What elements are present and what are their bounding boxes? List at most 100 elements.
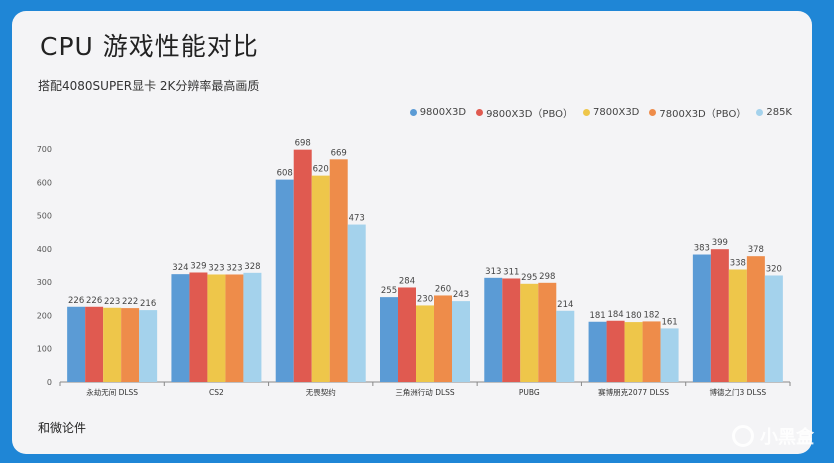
watermark-text: 小黑盒: [760, 427, 814, 448]
data-label: 323: [226, 263, 242, 273]
y-tick-label: 600: [37, 178, 52, 187]
x-tick-label: PUBG: [519, 388, 540, 397]
legend-swatch: [583, 109, 591, 116]
data-label: 298: [539, 272, 555, 282]
bar: [484, 277, 503, 382]
data-label: 669: [331, 148, 347, 158]
bar: [347, 224, 366, 382]
bar: [728, 269, 747, 382]
bar: [764, 275, 783, 382]
x-tick-label: 无畏契约: [306, 387, 336, 397]
data-label: 260: [435, 284, 451, 294]
bar: [434, 295, 452, 382]
y-tick-label: 300: [37, 278, 52, 287]
watermark: 小黑盒: [732, 423, 814, 449]
bar: [103, 307, 122, 382]
bar: [67, 306, 86, 382]
bar: [225, 274, 244, 382]
data-label: 313: [485, 267, 501, 277]
y-tick-label: 0: [47, 378, 52, 387]
data-label: 608: [277, 169, 293, 179]
chart-source: 和微论件: [38, 421, 87, 435]
data-label: 311: [503, 267, 519, 277]
bar: [275, 179, 294, 382]
data-label: 226: [86, 296, 102, 306]
data-label: 181: [589, 311, 605, 321]
heybox-logo-icon: [732, 425, 754, 447]
bar: [452, 301, 470, 382]
legend-item: 7800X3D（PBO）: [649, 105, 746, 120]
bar: [556, 310, 575, 382]
data-label: 295: [521, 273, 537, 283]
bar: [660, 328, 679, 382]
bar: [171, 274, 190, 382]
legend-swatch: [409, 109, 417, 116]
data-label: 473: [349, 214, 365, 224]
legend-label: 7800X3D（PBO）: [659, 109, 747, 120]
data-label: 329: [190, 261, 206, 271]
legend-item: 7800X3D: [583, 105, 639, 120]
x-tick-label: 三角洲行动 DLSS: [395, 387, 455, 397]
bar: [642, 321, 661, 382]
data-label: 284: [399, 276, 415, 286]
y-tick-label: 500: [37, 212, 52, 221]
bar: [329, 159, 348, 382]
chart-legend: 9800X3D 9800X3D（PBO） 7800X3D 7800X3D（PBO） 28…: [409, 105, 792, 120]
bar: [189, 272, 208, 382]
legend-swatch: [476, 109, 484, 116]
bar: [502, 278, 521, 382]
bar: [520, 283, 539, 382]
data-label: 230: [417, 294, 433, 304]
legend-item: 285K: [756, 105, 792, 120]
y-tick-label: 200: [37, 311, 52, 320]
bar: [380, 297, 398, 382]
bar: [243, 272, 262, 382]
bar: [416, 305, 434, 382]
bar: [121, 308, 140, 382]
data-label: 328: [244, 262, 260, 272]
legend-item: 9800X3D: [409, 105, 466, 120]
data-label: 399: [712, 238, 728, 248]
legend-label: 7800X3D: [593, 107, 640, 118]
data-label: 620: [313, 165, 329, 175]
bar: [746, 256, 765, 382]
data-label: 324: [172, 263, 188, 273]
data-label: 222: [122, 297, 138, 307]
bar: [538, 282, 557, 382]
data-label: 214: [557, 300, 573, 310]
y-tick-label: 700: [37, 145, 52, 154]
data-label: 255: [381, 286, 397, 296]
bar: [311, 175, 330, 382]
x-tick-label: 赛博朋克2077 DLSS: [598, 387, 669, 397]
bar: [606, 320, 625, 382]
legend-swatch: [756, 109, 764, 116]
legend-label: 9800X3D（PBO）: [486, 109, 574, 120]
x-tick-label: CS2: [209, 388, 224, 397]
bar: [692, 254, 711, 382]
legend-label: 285K: [766, 107, 792, 118]
bar: [588, 321, 607, 382]
data-label: 182: [643, 310, 659, 320]
data-label: 320: [766, 264, 782, 274]
legend-item: 9800X3D（PBO）: [476, 105, 573, 120]
bar: [398, 287, 416, 382]
data-label: 226: [68, 296, 84, 306]
data-label: 161: [661, 317, 677, 327]
data-label: 698: [295, 139, 311, 149]
data-label: 338: [730, 258, 746, 268]
data-label: 378: [748, 245, 764, 255]
data-label: 180: [625, 311, 641, 321]
data-label: 243: [453, 290, 469, 300]
y-tick-label: 100: [37, 345, 52, 354]
data-label: 223: [104, 297, 120, 307]
bar: [624, 322, 643, 382]
chart-subtitle: 搭配4080SUPER显卡 2K分辨率最高画质: [38, 79, 260, 93]
data-label: 216: [140, 299, 156, 309]
x-tick-label: 博德之门3 DLSS: [710, 387, 767, 397]
x-tick-label: 永劫无间 DLSS: [86, 387, 138, 397]
data-label: 383: [694, 244, 710, 254]
bar: [85, 306, 104, 382]
bar: [293, 149, 312, 382]
data-label: 184: [607, 310, 623, 320]
